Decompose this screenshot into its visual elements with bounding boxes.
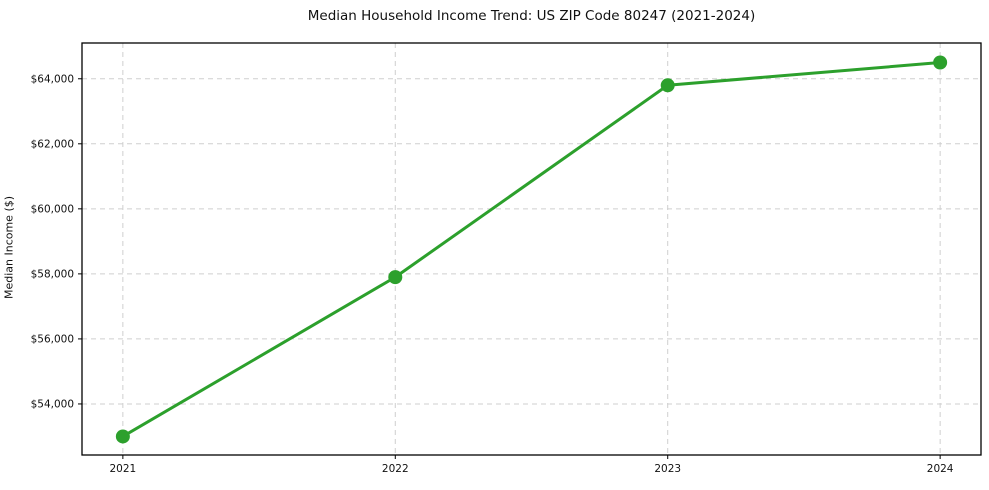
data-point-marker xyxy=(115,429,130,444)
data-point-marker xyxy=(388,270,403,285)
chart-title: Median Household Income Trend: US ZIP Co… xyxy=(307,8,756,24)
plot-frame xyxy=(81,42,982,456)
x-tick-label: 2022 xyxy=(382,463,409,475)
x-tick-label: 2023 xyxy=(654,463,681,475)
y-tick-label: $60,000 xyxy=(31,203,74,215)
x-tick-label: 2021 xyxy=(109,463,136,475)
x-tick-label: 2024 xyxy=(927,463,954,475)
y-tick-label: $58,000 xyxy=(31,268,74,280)
y-tick-label: $64,000 xyxy=(31,73,74,85)
data-point-marker xyxy=(660,78,675,93)
y-tick-label: $54,000 xyxy=(31,398,74,410)
data-point-marker xyxy=(933,55,948,70)
income-trend-line xyxy=(121,61,942,438)
y-tick-label: $62,000 xyxy=(31,138,74,150)
y-tick-label: $56,000 xyxy=(31,333,74,345)
